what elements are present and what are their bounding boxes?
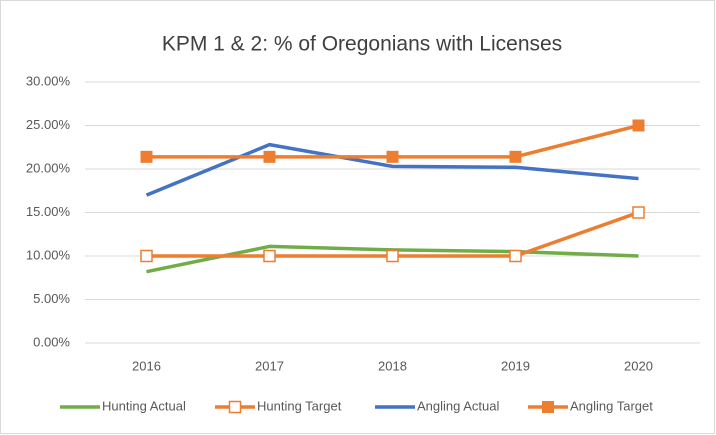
y-tick-label: 15.00%: [26, 204, 71, 219]
data-point: [509, 150, 522, 163]
legend-label: Angling Target: [570, 398, 653, 413]
y-tick-label: 0.00%: [33, 334, 70, 349]
chart-title: KPM 1 & 2: % of Oregonians with Licenses: [162, 33, 562, 56]
legend-marker: [542, 401, 554, 413]
data-point: [263, 150, 276, 163]
data-point: [632, 206, 645, 219]
x-tick-label: 2017: [255, 358, 284, 373]
data-point: [263, 249, 276, 263]
data-point: [140, 249, 153, 263]
y-tick-label: 10.00%: [26, 247, 71, 262]
data-point: [509, 249, 522, 263]
legend-label: Hunting Target: [257, 398, 342, 413]
x-tick-label: 2019: [501, 358, 530, 373]
legend-marker: [228, 400, 242, 414]
data-point: [386, 249, 399, 263]
x-tick-label: 2018: [378, 358, 407, 373]
legend-label: Angling Actual: [417, 398, 500, 413]
y-tick-label: 5.00%: [33, 291, 70, 306]
x-tick-label: 2020: [624, 358, 653, 373]
y-tick-label: 20.00%: [26, 160, 71, 175]
y-tick-label: 30.00%: [26, 73, 71, 88]
data-point: [632, 119, 645, 132]
x-tick-label: 2016: [132, 358, 161, 373]
legend-label: Hunting Actual: [102, 398, 186, 413]
y-tick-label: 25.00%: [26, 117, 71, 132]
data-point: [140, 150, 153, 163]
data-point: [386, 150, 399, 163]
series-line: [145, 142, 639, 197]
